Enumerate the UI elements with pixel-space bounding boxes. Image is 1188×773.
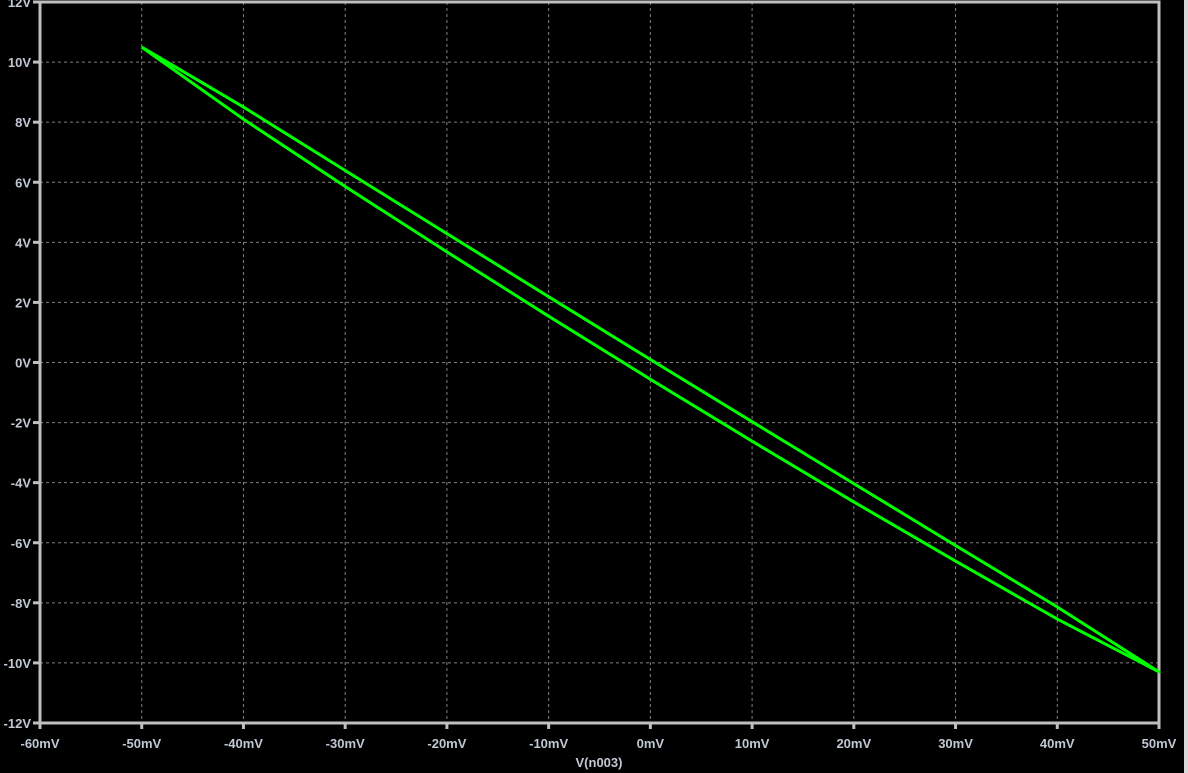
y-tick-label: 8V	[15, 115, 31, 130]
trace-line	[140, 45, 1161, 674]
x-tick-label: -60mV	[20, 736, 59, 751]
x-tick-label: 0mV	[637, 736, 665, 751]
series-layer	[140, 45, 1161, 674]
grid	[40, 2, 1159, 723]
y-tick-label: -6V	[11, 536, 32, 551]
y-tick-label: 4V	[15, 235, 31, 250]
y-tick-label: 10V	[8, 55, 31, 70]
y-tick-label: -10V	[4, 656, 32, 671]
x-tick-label: -30mV	[326, 736, 365, 751]
y-tick-label: -2V	[11, 416, 32, 431]
x-tick-label: 30mV	[938, 736, 973, 751]
y-tick-label: 2V	[15, 295, 31, 310]
x-tick-label: -20mV	[427, 736, 466, 751]
window-edge	[1184, 0, 1188, 773]
x-tick-label: -50mV	[122, 736, 161, 751]
plot-frame	[38, 0, 1161, 725]
x-tick-label: -40mV	[224, 736, 263, 751]
y-tick-label: -4V	[11, 476, 32, 491]
x-tick-label: 10mV	[735, 736, 770, 751]
x-tick-label: 20mV	[836, 736, 871, 751]
x-tick-label: 50mV	[1142, 736, 1177, 751]
x-tick-label: 40mV	[1040, 736, 1075, 751]
x-axis-label[interactable]: V(n003)	[576, 755, 623, 770]
y-tick-label: 6V	[15, 175, 31, 190]
y-tick-label: -8V	[11, 596, 32, 611]
x-tick-label: -10mV	[529, 736, 568, 751]
y-tick-label: 12V	[8, 0, 31, 10]
ticks: -60mV -50mV -40mV -30mV -20mV -10mV 0mV 10mV 20m…	[4, 0, 1177, 751]
y-tick-label: 0V	[15, 356, 31, 371]
y-tick-label: -12V	[4, 716, 32, 731]
